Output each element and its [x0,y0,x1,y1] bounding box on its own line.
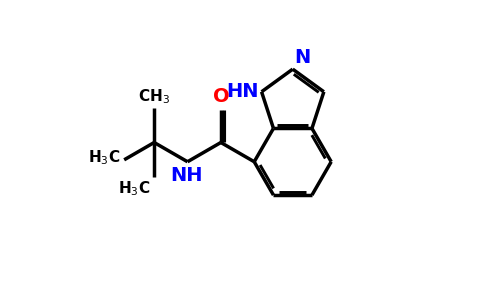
Text: HN: HN [226,82,258,101]
Text: NH: NH [170,166,203,184]
Text: N: N [295,48,311,67]
Text: H$_3$C: H$_3$C [88,148,121,167]
Text: O: O [212,87,229,106]
Text: H$_3$C: H$_3$C [118,179,151,198]
Text: CH$_3$: CH$_3$ [138,87,170,106]
